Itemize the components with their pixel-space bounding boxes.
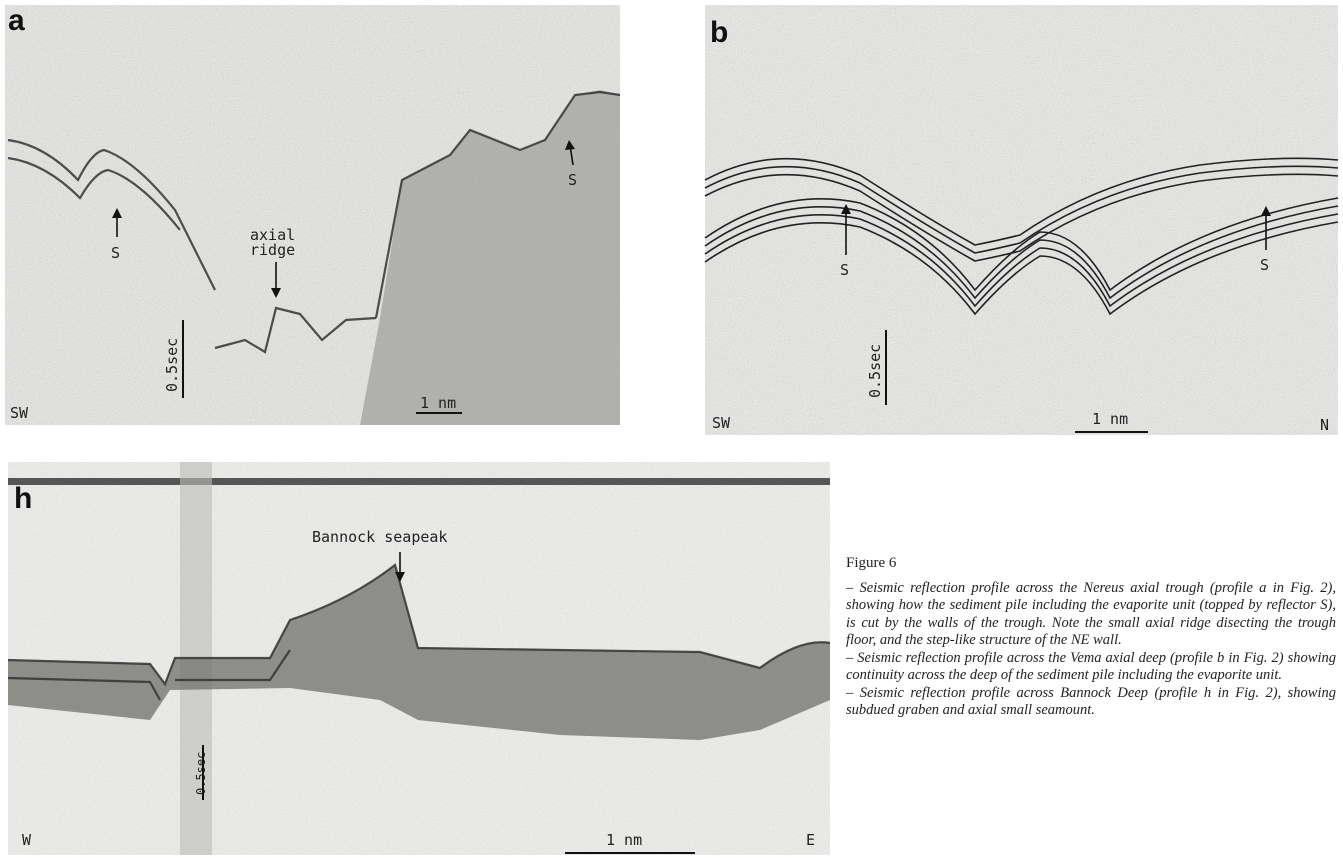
annotation: S <box>568 171 577 189</box>
reflector <box>704 173 1339 262</box>
reflector <box>214 306 377 354</box>
panel-label: b <box>710 16 728 49</box>
panel-a: a S S axial ridge 0.5sec SW 1 nm <box>5 4 621 425</box>
caption-paragraph: – Seismic reflection profile across Bann… <box>846 684 1336 719</box>
reflector <box>7 156 181 231</box>
top-bar <box>8 478 830 485</box>
annotation: axial <box>250 226 295 244</box>
direction-label: SW <box>10 404 29 422</box>
time-scale-label: 0.5sec <box>866 344 884 398</box>
direction-label: E <box>806 831 815 849</box>
arrow-head <box>565 140 575 150</box>
reflector <box>704 221 1339 316</box>
rock-shading <box>360 90 620 425</box>
annotation: S <box>111 244 120 262</box>
arrow-head <box>395 572 405 582</box>
arrow-head <box>271 288 281 298</box>
time-scale-label: 0.5sec <box>163 338 181 392</box>
seafloor-band <box>8 565 830 740</box>
panel-b: b S S 0.5sec SW 1 nm N <box>704 5 1339 435</box>
time-scale-label: 0.5sec <box>194 752 208 795</box>
panel-h: h Bannock seapeak 0.5sec W 1 nm E <box>7 462 831 855</box>
panel-label: h <box>14 482 32 515</box>
arrow-head <box>841 204 851 214</box>
reflector <box>704 205 1339 300</box>
reflector <box>374 90 621 319</box>
reflector <box>7 649 291 701</box>
distance-scale-label: 1 nm <box>1092 410 1128 428</box>
caption-paragraph: – Seismic reflection profile across the … <box>846 579 1336 649</box>
annotation: Bannock seapeak <box>312 528 447 546</box>
distance-scale-label: 1 nm <box>606 831 642 849</box>
distance-scale-label: 1 nm <box>420 394 456 412</box>
direction-label: W <box>22 831 32 849</box>
caption-title: Figure 6 <box>846 555 897 571</box>
panel-label: a <box>8 4 25 37</box>
reflector <box>7 563 831 687</box>
direction-label: SW <box>712 414 731 432</box>
arrow-head <box>112 208 122 218</box>
arrow-head <box>1261 206 1271 216</box>
annotation: S <box>840 261 849 279</box>
reflector <box>704 157 1339 246</box>
panel-texture <box>705 5 1338 435</box>
annotation: ridge <box>250 241 295 259</box>
reflector <box>7 138 216 291</box>
reflector <box>704 197 1339 292</box>
direction-label: N <box>1320 416 1329 434</box>
caption-paragraph: – Seismic reflection profile across the … <box>846 649 1336 684</box>
annotation: S <box>1260 256 1269 274</box>
caption: Figure 6 – Seismic reflection profile ac… <box>846 555 1336 720</box>
reflector-set <box>704 157 1339 316</box>
reflector <box>704 213 1339 308</box>
reflector <box>704 165 1339 254</box>
